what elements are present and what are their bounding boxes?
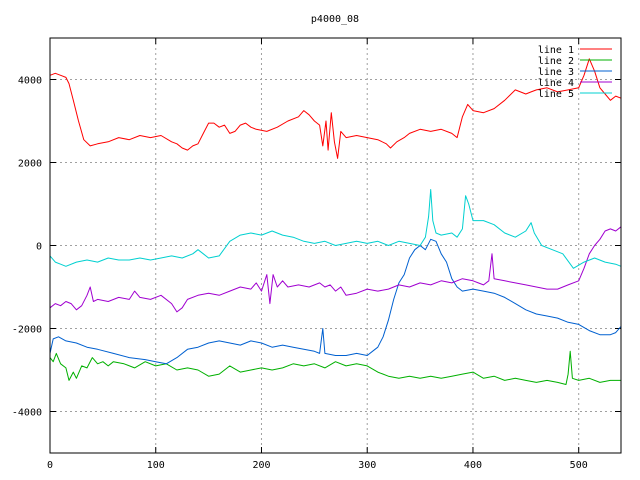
x-tick-label: 100 — [147, 460, 165, 471]
series-1-line — [49, 58, 622, 159]
legend-label: line 3 — [538, 67, 574, 78]
chart-title: p4000_08 — [311, 14, 359, 25]
legend-label: line 4 — [538, 78, 574, 89]
x-tick-label: 200 — [252, 460, 270, 471]
x-tick-label: 400 — [464, 460, 482, 471]
x-tick-label: 500 — [570, 460, 588, 471]
plot-frame — [49, 37, 622, 454]
legend-label: line 2 — [538, 56, 574, 67]
grid-lines — [50, 38, 621, 453]
series-5-line — [49, 189, 622, 269]
x-tick-label: 0 — [47, 460, 53, 471]
legend-label: line 5 — [538, 89, 574, 100]
series-lines — [49, 58, 622, 385]
y-tick-label: -2000 — [12, 325, 42, 336]
series-4-line — [49, 226, 622, 313]
x-tick-labels: 0 100 200 300 400 500 — [47, 460, 588, 471]
x-tick-label: 300 — [358, 460, 376, 471]
y-tick-label: -4000 — [12, 408, 42, 419]
series-2-line — [49, 350, 621, 385]
y-tick-label: 0 — [36, 242, 42, 253]
y-tick-label: 2000 — [18, 159, 42, 170]
legend-label: line 1 — [538, 45, 574, 56]
series-3-line — [49, 238, 622, 365]
y-tick-label: 4000 — [18, 76, 42, 87]
y-tick-labels: -4000 -2000 0 2000 4000 — [12, 76, 42, 419]
axis-ticks — [49, 38, 621, 453]
